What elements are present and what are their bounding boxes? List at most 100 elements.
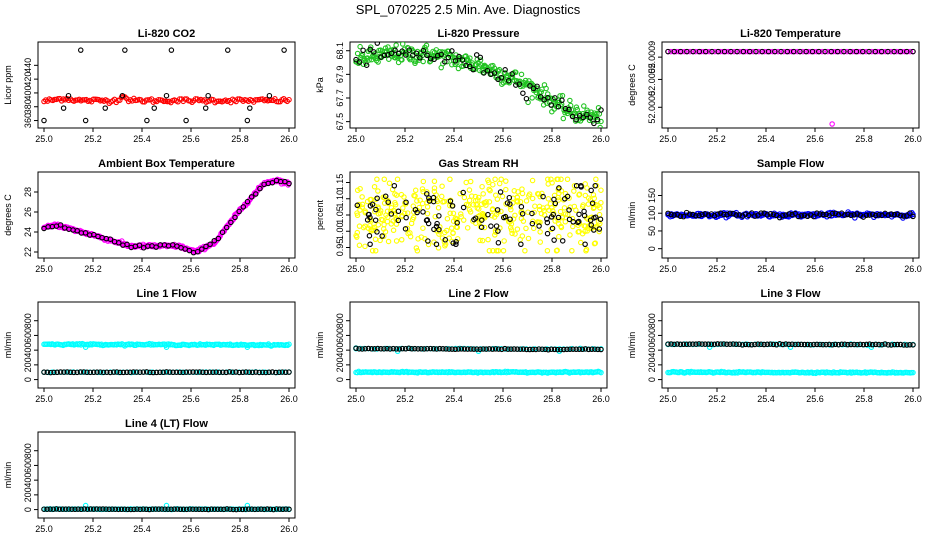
rh-ref-point: [460, 189, 466, 196]
rh-main-point: [372, 236, 379, 243]
x-tick-label: 25.6: [182, 134, 200, 144]
rh-ref-point: [564, 193, 571, 200]
pressure-ref-point: [509, 71, 515, 77]
pressure-ref-point: [470, 66, 476, 73]
sample-flow-ref-point: [848, 212, 854, 219]
pressure-main-point: [449, 61, 455, 68]
line4-ref-point: [152, 506, 159, 512]
sample-flow-ref-point: [851, 212, 857, 218]
rh-main-point: [478, 201, 485, 207]
rh-main-point: [362, 208, 368, 214]
temperature-ref-point: [715, 48, 722, 55]
rh-ref-point: [373, 206, 379, 213]
temperature-ref-point: [834, 48, 841, 55]
rh-main-point: [412, 187, 419, 194]
line1-ref-point: [110, 369, 117, 375]
sample-flow-ref-point: [717, 210, 724, 216]
pressure-main-point: [567, 97, 573, 104]
rh-main-point: [354, 234, 360, 240]
pressure-main-point: [367, 44, 374, 50]
pressure-ref-point: [491, 70, 498, 76]
rh-main-point: [493, 248, 500, 254]
rh-main-point: [466, 187, 473, 193]
line1-ref-point: [84, 369, 90, 375]
x-tick-label: 25.6: [182, 394, 200, 404]
line4-ref-point: [242, 506, 249, 512]
x-tick-label: 25.0: [659, 394, 677, 404]
line1-ref-point: [190, 369, 196, 375]
series-layer: [353, 42, 604, 128]
co2-ref-point: [168, 47, 175, 53]
rh-main-point: [356, 223, 363, 229]
line2-ref-point: [409, 346, 415, 352]
y-axis-label: percent: [315, 199, 325, 230]
y-tick-label: 67.7: [335, 89, 345, 107]
rh-main-point: [437, 224, 443, 230]
line4-ref-point: [66, 506, 72, 512]
rh-main-point: [374, 176, 380, 183]
line4-ref-point: [109, 506, 115, 512]
rh-main-point: [509, 230, 515, 237]
line1-ref-point: [253, 369, 259, 375]
rh-main-point: [372, 248, 379, 254]
line1-ref-point: [163, 369, 170, 375]
line4-ref-point: [196, 506, 202, 513]
rh-main-point: [584, 228, 591, 234]
co2-ref-point: [82, 117, 89, 124]
rh-main-point: [460, 217, 467, 223]
line4-ref-point: [214, 506, 221, 512]
line2-ref-point: [585, 346, 592, 353]
y-tick-label: 800: [335, 313, 345, 328]
x-tick-label: 25.8: [231, 524, 249, 534]
line1-ref-point: [236, 369, 243, 376]
line3-ref-point: [745, 341, 752, 348]
x-tick-label: 25.4: [757, 134, 775, 144]
y-tick-label: 52.0005: [647, 63, 657, 96]
line3-ref-point: [773, 342, 780, 348]
rh-main-point: [560, 197, 567, 203]
rh-ref-point: [472, 215, 479, 221]
y-tick-label: 400: [335, 343, 345, 358]
line3-ref-point: [798, 341, 805, 348]
rh-main-point: [447, 176, 453, 183]
temperature-ref-point: [671, 48, 678, 55]
rh-main-point: [583, 248, 589, 254]
line1-ref-point: [94, 369, 100, 375]
rh-main-point: [461, 194, 468, 201]
line4-ref-point: [211, 506, 218, 512]
pressure-ref-point: [573, 116, 579, 123]
line3-ref-point: [776, 341, 783, 347]
line1-ref-point: [216, 369, 223, 376]
rh-main-point: [424, 210, 431, 217]
rh-ref-point: [453, 241, 459, 248]
line2-ref-point: [396, 346, 403, 352]
sample-flow-ref-point: [705, 212, 712, 218]
rh-main-point: [537, 239, 544, 245]
x-tick-label: 25.4: [133, 394, 151, 404]
line2-ref-point: [399, 345, 406, 352]
line4-ref-point: [190, 506, 196, 512]
sample-flow-ref-point: [721, 211, 727, 218]
line1-ref-point: [153, 369, 160, 376]
y-tick-label: 1.15: [335, 174, 345, 192]
line4-ref-point: [205, 506, 212, 513]
co2-ref-point: [60, 105, 67, 111]
line1-ref-point: [133, 369, 140, 375]
line4-ref-point: [97, 506, 103, 512]
line3-ref-point: [891, 341, 898, 348]
y-axis-label: degrees C: [627, 64, 637, 106]
line2-ref-point: [561, 346, 567, 353]
y-axis-label: ml/min: [3, 332, 13, 359]
line4-ref-point: [72, 506, 78, 513]
line1-ref-point: [137, 369, 143, 375]
line4-ref-point: [280, 506, 286, 513]
pressure-ref-point: [591, 120, 597, 127]
rh-ref-point: [495, 228, 501, 234]
line2-ref-point: [579, 346, 586, 352]
chart-title: Li-820 Pressure: [438, 28, 520, 40]
chart-title: Sample Flow: [757, 158, 825, 170]
pressure-main-point: [538, 89, 544, 95]
x-tick-label: 25.8: [231, 394, 249, 404]
x-tick-label: 25.4: [445, 134, 463, 144]
rh-ref-point: [494, 207, 501, 213]
